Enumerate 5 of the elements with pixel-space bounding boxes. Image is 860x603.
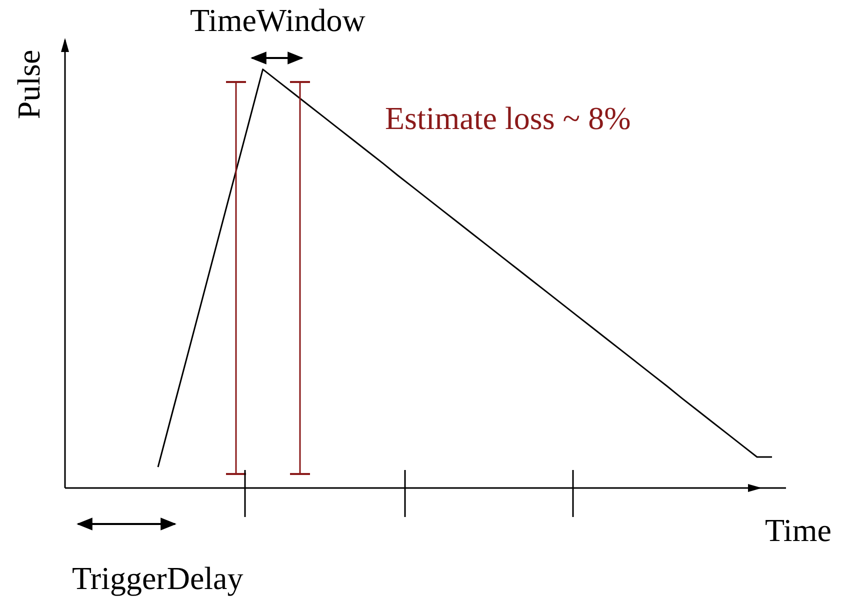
y-axis-title: Pulse [10,48,48,122]
x-axis-title: Time [765,512,832,549]
text: TimeWindow [190,2,366,39]
annotation: Estimate loss ~ 8% [385,100,631,137]
text: TriggerDelay [72,560,244,597]
